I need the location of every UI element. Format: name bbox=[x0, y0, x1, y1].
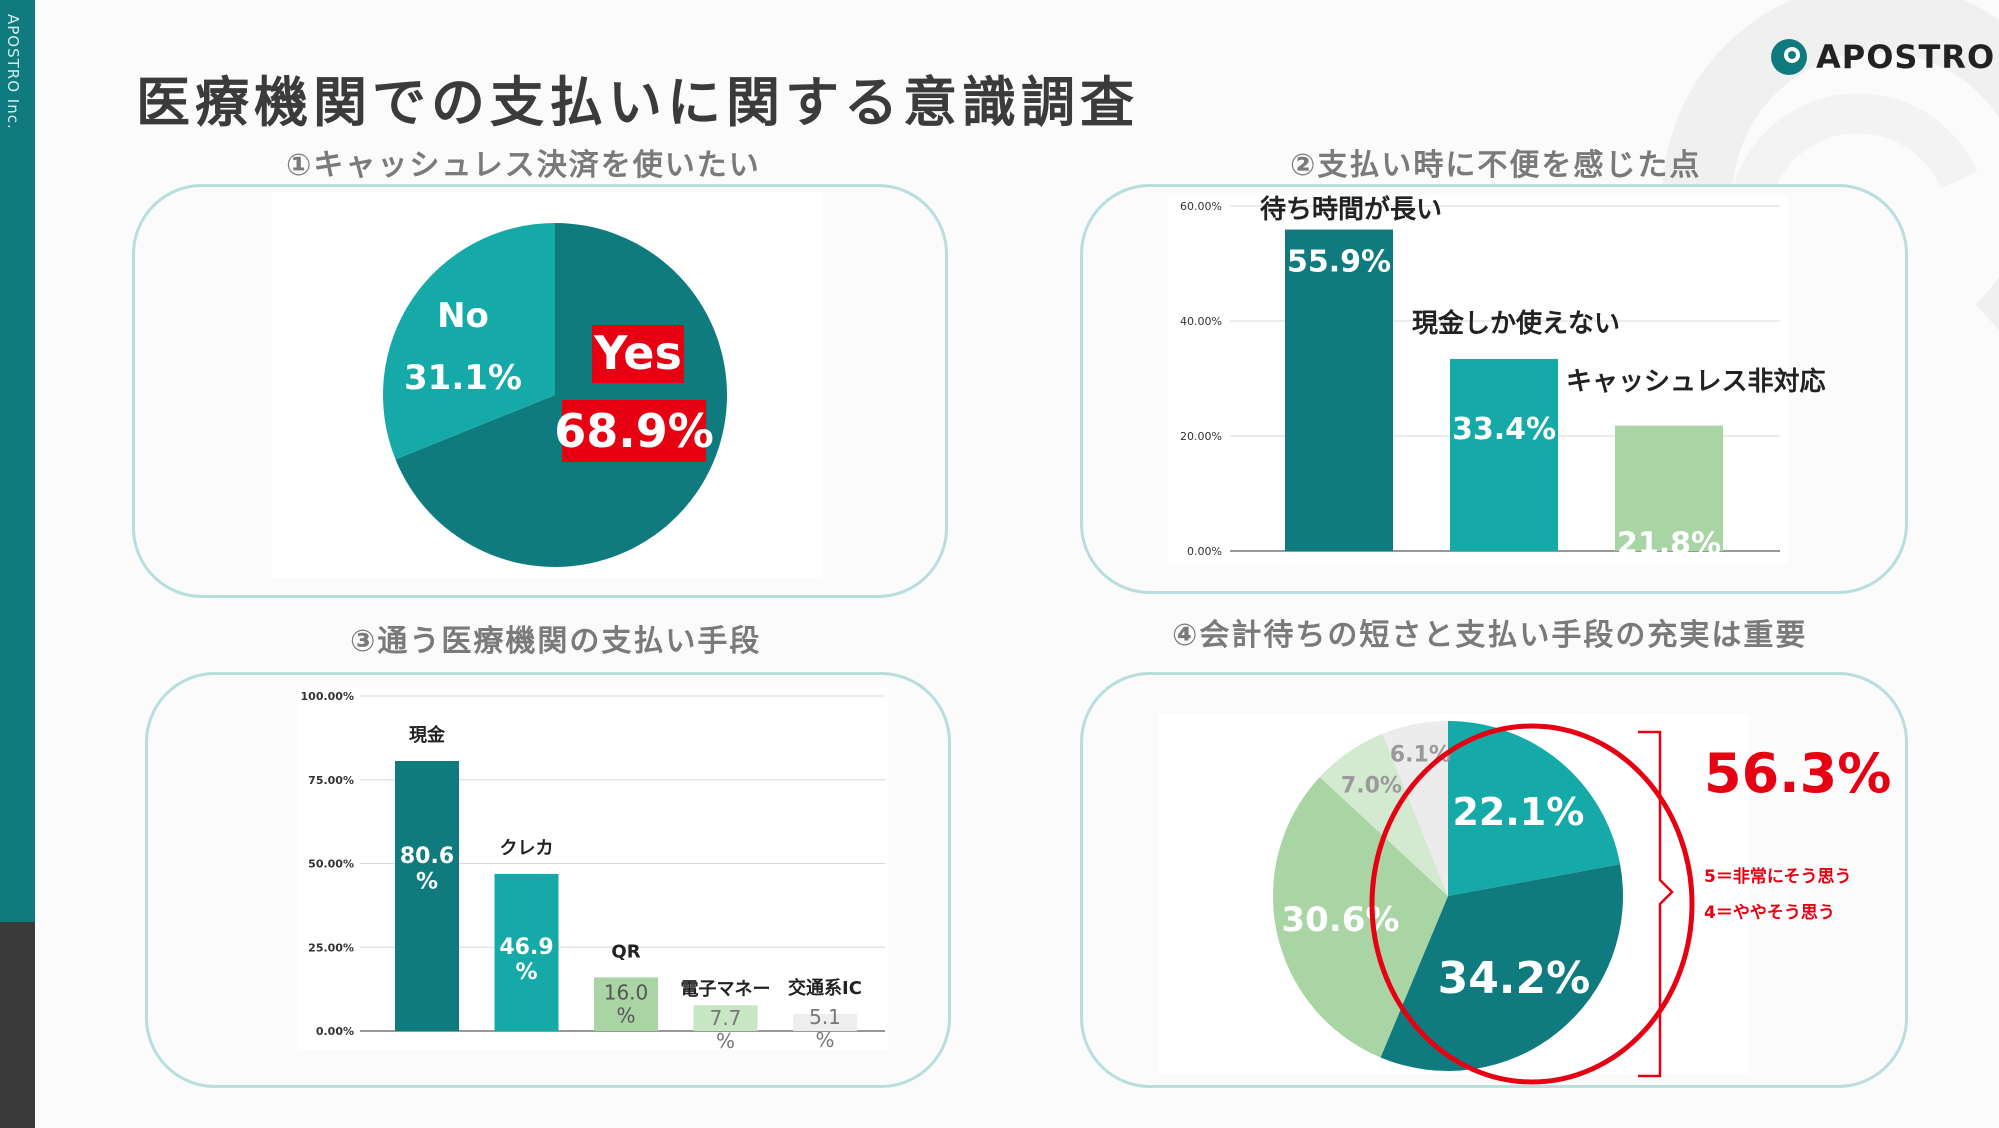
yes-value-box bbox=[562, 400, 706, 462]
bar-2 bbox=[594, 977, 658, 1031]
brand-logo: APOSTRO bbox=[1770, 36, 1995, 78]
bar-category-label: QR bbox=[611, 941, 640, 962]
bar-value-label: 7.7% bbox=[710, 1006, 742, 1053]
chart3-title: ③通う医療機関の支払い手段 bbox=[350, 624, 762, 659]
pie-slice-0 bbox=[1448, 721, 1621, 896]
pie-value-label: 34.2% bbox=[1438, 953, 1591, 1004]
y-tick-label: 20.00% bbox=[1180, 430, 1222, 443]
pie-slice-1 bbox=[1380, 864, 1623, 1071]
y-tick-label: 0.00% bbox=[1187, 545, 1222, 558]
bar-value-label: 5.1% bbox=[809, 1005, 841, 1052]
y-tick-label: 100.00% bbox=[301, 690, 354, 703]
yes-label-box bbox=[592, 325, 684, 383]
pie-slice-no bbox=[383, 223, 555, 460]
bar-category-label: キャッシュレス非対応 bbox=[1566, 366, 1825, 397]
pie-value-label: 22.1% bbox=[1452, 790, 1584, 834]
pie-value-label: 7.0% bbox=[1341, 774, 1402, 799]
bar-category-label: 現金 bbox=[409, 724, 446, 746]
highlight-total: 56.3% bbox=[1704, 742, 1892, 805]
bar-value-label: 16.0% bbox=[604, 980, 649, 1027]
bar-value-label: 21.8% bbox=[1617, 527, 1721, 562]
page-title: 医療機関での支払いに関する意識調査 bbox=[136, 71, 1139, 134]
bar-category-label: クレカ bbox=[500, 838, 554, 859]
y-tick-label: 40.00% bbox=[1180, 315, 1222, 328]
y-tick-label: 50.00% bbox=[308, 858, 354, 871]
bar-value-label: 55.9% bbox=[1287, 245, 1391, 280]
bar-3 bbox=[693, 1005, 758, 1031]
chart4-title: ④会計待ちの短さと支払い手段の充実は重要 bbox=[1172, 618, 1808, 653]
bar-category-label: 現金しか使えない bbox=[1412, 308, 1620, 339]
no-label: No bbox=[437, 296, 489, 336]
bar-value-label: 33.4% bbox=[1452, 412, 1556, 447]
y-tick-label: 60.00% bbox=[1180, 200, 1222, 213]
bar-1 bbox=[494, 873, 559, 1031]
bar-category-label: 電子マネー bbox=[681, 979, 771, 1000]
yes-value-label: 68.9% bbox=[554, 404, 714, 458]
bar-2 bbox=[1615, 425, 1723, 551]
apostro-logo-icon bbox=[1771, 39, 1807, 75]
pie-slice-3 bbox=[1319, 733, 1448, 896]
bar-4 bbox=[793, 1013, 857, 1031]
yes-label: Yes bbox=[593, 326, 682, 380]
highlight-ellipse bbox=[1369, 723, 1695, 1085]
bar-category-label: 待ち時間が長い bbox=[1260, 194, 1442, 225]
y-tick-label: 75.00% bbox=[308, 774, 354, 787]
pie-slice-yes bbox=[395, 223, 727, 568]
bar-value-label: 80.6% bbox=[400, 844, 454, 894]
pie-value-label: 30.6% bbox=[1282, 900, 1400, 940]
sidebar-bottom-block bbox=[0, 922, 35, 1128]
bar-value-label: 46.9% bbox=[499, 935, 553, 985]
logo-text: APOSTRO bbox=[1816, 38, 1996, 76]
y-tick-label: 25.00% bbox=[308, 941, 354, 954]
bar-0 bbox=[1285, 229, 1393, 551]
bar-0 bbox=[395, 760, 459, 1031]
chart1-title: ①キャッシュレス決済を使いたい bbox=[286, 148, 761, 183]
highlight-bracket bbox=[1638, 730, 1674, 1078]
no-value-label: 31.1% bbox=[404, 358, 522, 398]
bar-1 bbox=[1450, 358, 1558, 551]
chart2-title: ②支払い時に不便を感じた点 bbox=[1290, 148, 1702, 183]
highlight-note-5: 5＝非常にそう思う bbox=[1704, 867, 1852, 887]
pie-slice-2 bbox=[1272, 777, 1448, 1058]
highlight-note-4: 4＝ややそう思う bbox=[1704, 903, 1835, 923]
bar-category-label: 交通系IC bbox=[788, 977, 862, 999]
y-tick-label: 0.00% bbox=[316, 1025, 354, 1038]
company-side-text: APOSTRO Inc. bbox=[4, 14, 22, 130]
